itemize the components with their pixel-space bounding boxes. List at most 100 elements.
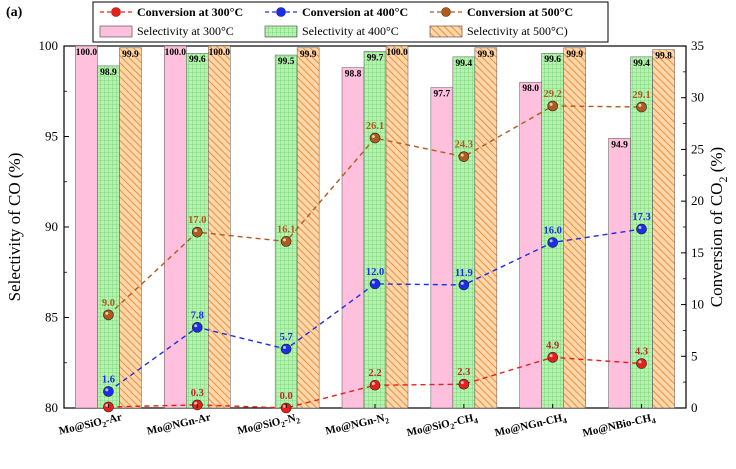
- bar-0-5: [519, 81, 542, 409]
- x-category-label: Mo@SiO2-N2: [236, 411, 301, 439]
- legend-item-conversion-400: Conversion at 400°C: [265, 5, 408, 19]
- legend-label: Conversion at 500°C: [467, 5, 573, 19]
- point-label: 2.3: [457, 367, 470, 378]
- y-right-tick-label: 20: [691, 193, 704, 208]
- bar-label: 100.0: [76, 48, 98, 58]
- bar-0-4: [430, 87, 454, 409]
- bar-2-3: [385, 45, 409, 409]
- legend-label: Selectivity at 500°C): [467, 24, 568, 38]
- point-label: 1.6: [102, 374, 115, 385]
- x-category-label: Mo@NGn-N2: [324, 411, 390, 439]
- x-category-label: Mo@NBio-CH4: [581, 411, 656, 441]
- point-2-6: [636, 101, 647, 113]
- bar-label: 100.0: [386, 48, 408, 58]
- point-label: 0.0: [280, 391, 293, 402]
- point-1-4: [458, 279, 470, 291]
- bar-1-4: [452, 56, 476, 409]
- point-label: 4.3: [635, 347, 648, 358]
- y-axis-right-title: Conversion of CO2 (%): [707, 147, 730, 307]
- bar-label: 99.5: [278, 57, 295, 67]
- point-label: 26.1: [366, 121, 384, 132]
- point-label: 29.1: [632, 90, 650, 101]
- legend-box: [92, 1, 609, 43]
- point-1-0: [103, 386, 114, 397]
- point-label: 12.0: [366, 267, 384, 278]
- legend-item-conversion-300: Conversion at 300°C: [100, 5, 243, 19]
- bar-label: 99.9: [566, 50, 583, 60]
- point-2-4: [458, 151, 470, 162]
- y-left-tick-label: 100: [39, 38, 59, 53]
- legend-item-selectivity-500: Selectivity at 500°C): [429, 24, 568, 38]
- point-0-1: [191, 399, 203, 411]
- bar-2-2: [296, 47, 320, 409]
- bar-label: 99.9: [122, 50, 139, 60]
- legend-label: Conversion at 400°C: [302, 5, 408, 19]
- point-label: 29.2: [544, 89, 562, 100]
- point-label: 16.1: [277, 224, 295, 235]
- bar-0-0: [75, 45, 98, 409]
- bar-0-1: [164, 45, 187, 409]
- bar-label: 99.6: [189, 55, 206, 65]
- point-label: 16.0: [544, 226, 562, 237]
- bar-label: 99.7: [367, 53, 384, 63]
- point-label: 17.0: [188, 215, 206, 226]
- bar-1-0: [97, 65, 120, 409]
- point-label: 17.3: [632, 212, 650, 223]
- bar-label: 99.9: [478, 50, 495, 60]
- point-1-6: [636, 223, 647, 235]
- point-label: 5.7: [280, 332, 293, 343]
- bar-label: 97.7: [434, 90, 451, 100]
- bar-label: 99.4: [633, 59, 650, 69]
- bar-2-6: [652, 49, 675, 409]
- bar-label: 98.9: [100, 68, 117, 78]
- bar-2-4: [474, 47, 498, 409]
- point-1-1: [191, 322, 203, 333]
- point-label: 0.3: [191, 388, 204, 399]
- point-2-5: [547, 100, 559, 112]
- legend-item-conversion-500: Conversion at 500°C: [430, 5, 573, 19]
- point-2-3: [369, 132, 381, 144]
- bar-2-0: [119, 47, 142, 409]
- bar-label: 98.0: [522, 84, 539, 94]
- bar-2-1: [208, 45, 231, 409]
- x-category-label: Mo@SiO2-Ar: [58, 411, 124, 439]
- bar-label: 100.0: [165, 48, 187, 58]
- legend-item-selectivity-400: Selectivity at 400°C: [264, 24, 399, 38]
- point-1-2: [280, 343, 292, 355]
- x-category-label: Mo@NGn-Ar: [146, 411, 212, 437]
- bar-label: 99.6: [544, 55, 561, 65]
- point-0-3: [369, 379, 381, 391]
- point-1-5: [547, 237, 559, 248]
- legend-label: Selectivity at 300°C: [137, 24, 234, 38]
- y-right-tick-label: 30: [691, 90, 704, 105]
- y-axis-left-title: Selectivity of CO (%): [5, 153, 24, 302]
- y-right-tick-label: 10: [691, 297, 704, 312]
- x-category-label: Mo@NGn-CH4: [494, 411, 568, 441]
- panel-label: (a): [6, 5, 23, 20]
- bar-label: 99.8: [655, 52, 672, 62]
- point-2-0: [103, 309, 114, 321]
- legend-label: Conversion at 300°C: [137, 5, 243, 19]
- legend: Conversion at 300°C Conversion at 400°C …: [92, 1, 609, 43]
- legend-label: Selectivity at 400°C: [302, 24, 399, 38]
- point-label: 24.3: [455, 140, 473, 151]
- y-left-tick-label: 95: [45, 129, 58, 144]
- bar-layer: [75, 45, 675, 409]
- y-left-tick-label: 90: [45, 219, 58, 234]
- point-label: 2.2: [368, 368, 381, 379]
- bar-label: 94.9: [611, 140, 628, 150]
- point-2-2: [280, 236, 292, 247]
- point-label: 7.8: [191, 310, 204, 321]
- y-right-tick-label: 0: [691, 400, 698, 415]
- bar-label: 98.8: [345, 70, 362, 80]
- point-label: 9.0: [102, 298, 115, 309]
- point-2-1: [191, 226, 203, 238]
- point-0-4: [458, 378, 470, 390]
- point-0-6: [636, 358, 647, 369]
- legend-item-selectivity-300: Selectivity at 300°C: [99, 24, 234, 38]
- y-right-tick-label: 35: [691, 38, 704, 53]
- y-left-tick-label: 80: [45, 400, 58, 415]
- y-right-tick-label: 25: [691, 141, 704, 156]
- point-label: 11.9: [455, 268, 473, 279]
